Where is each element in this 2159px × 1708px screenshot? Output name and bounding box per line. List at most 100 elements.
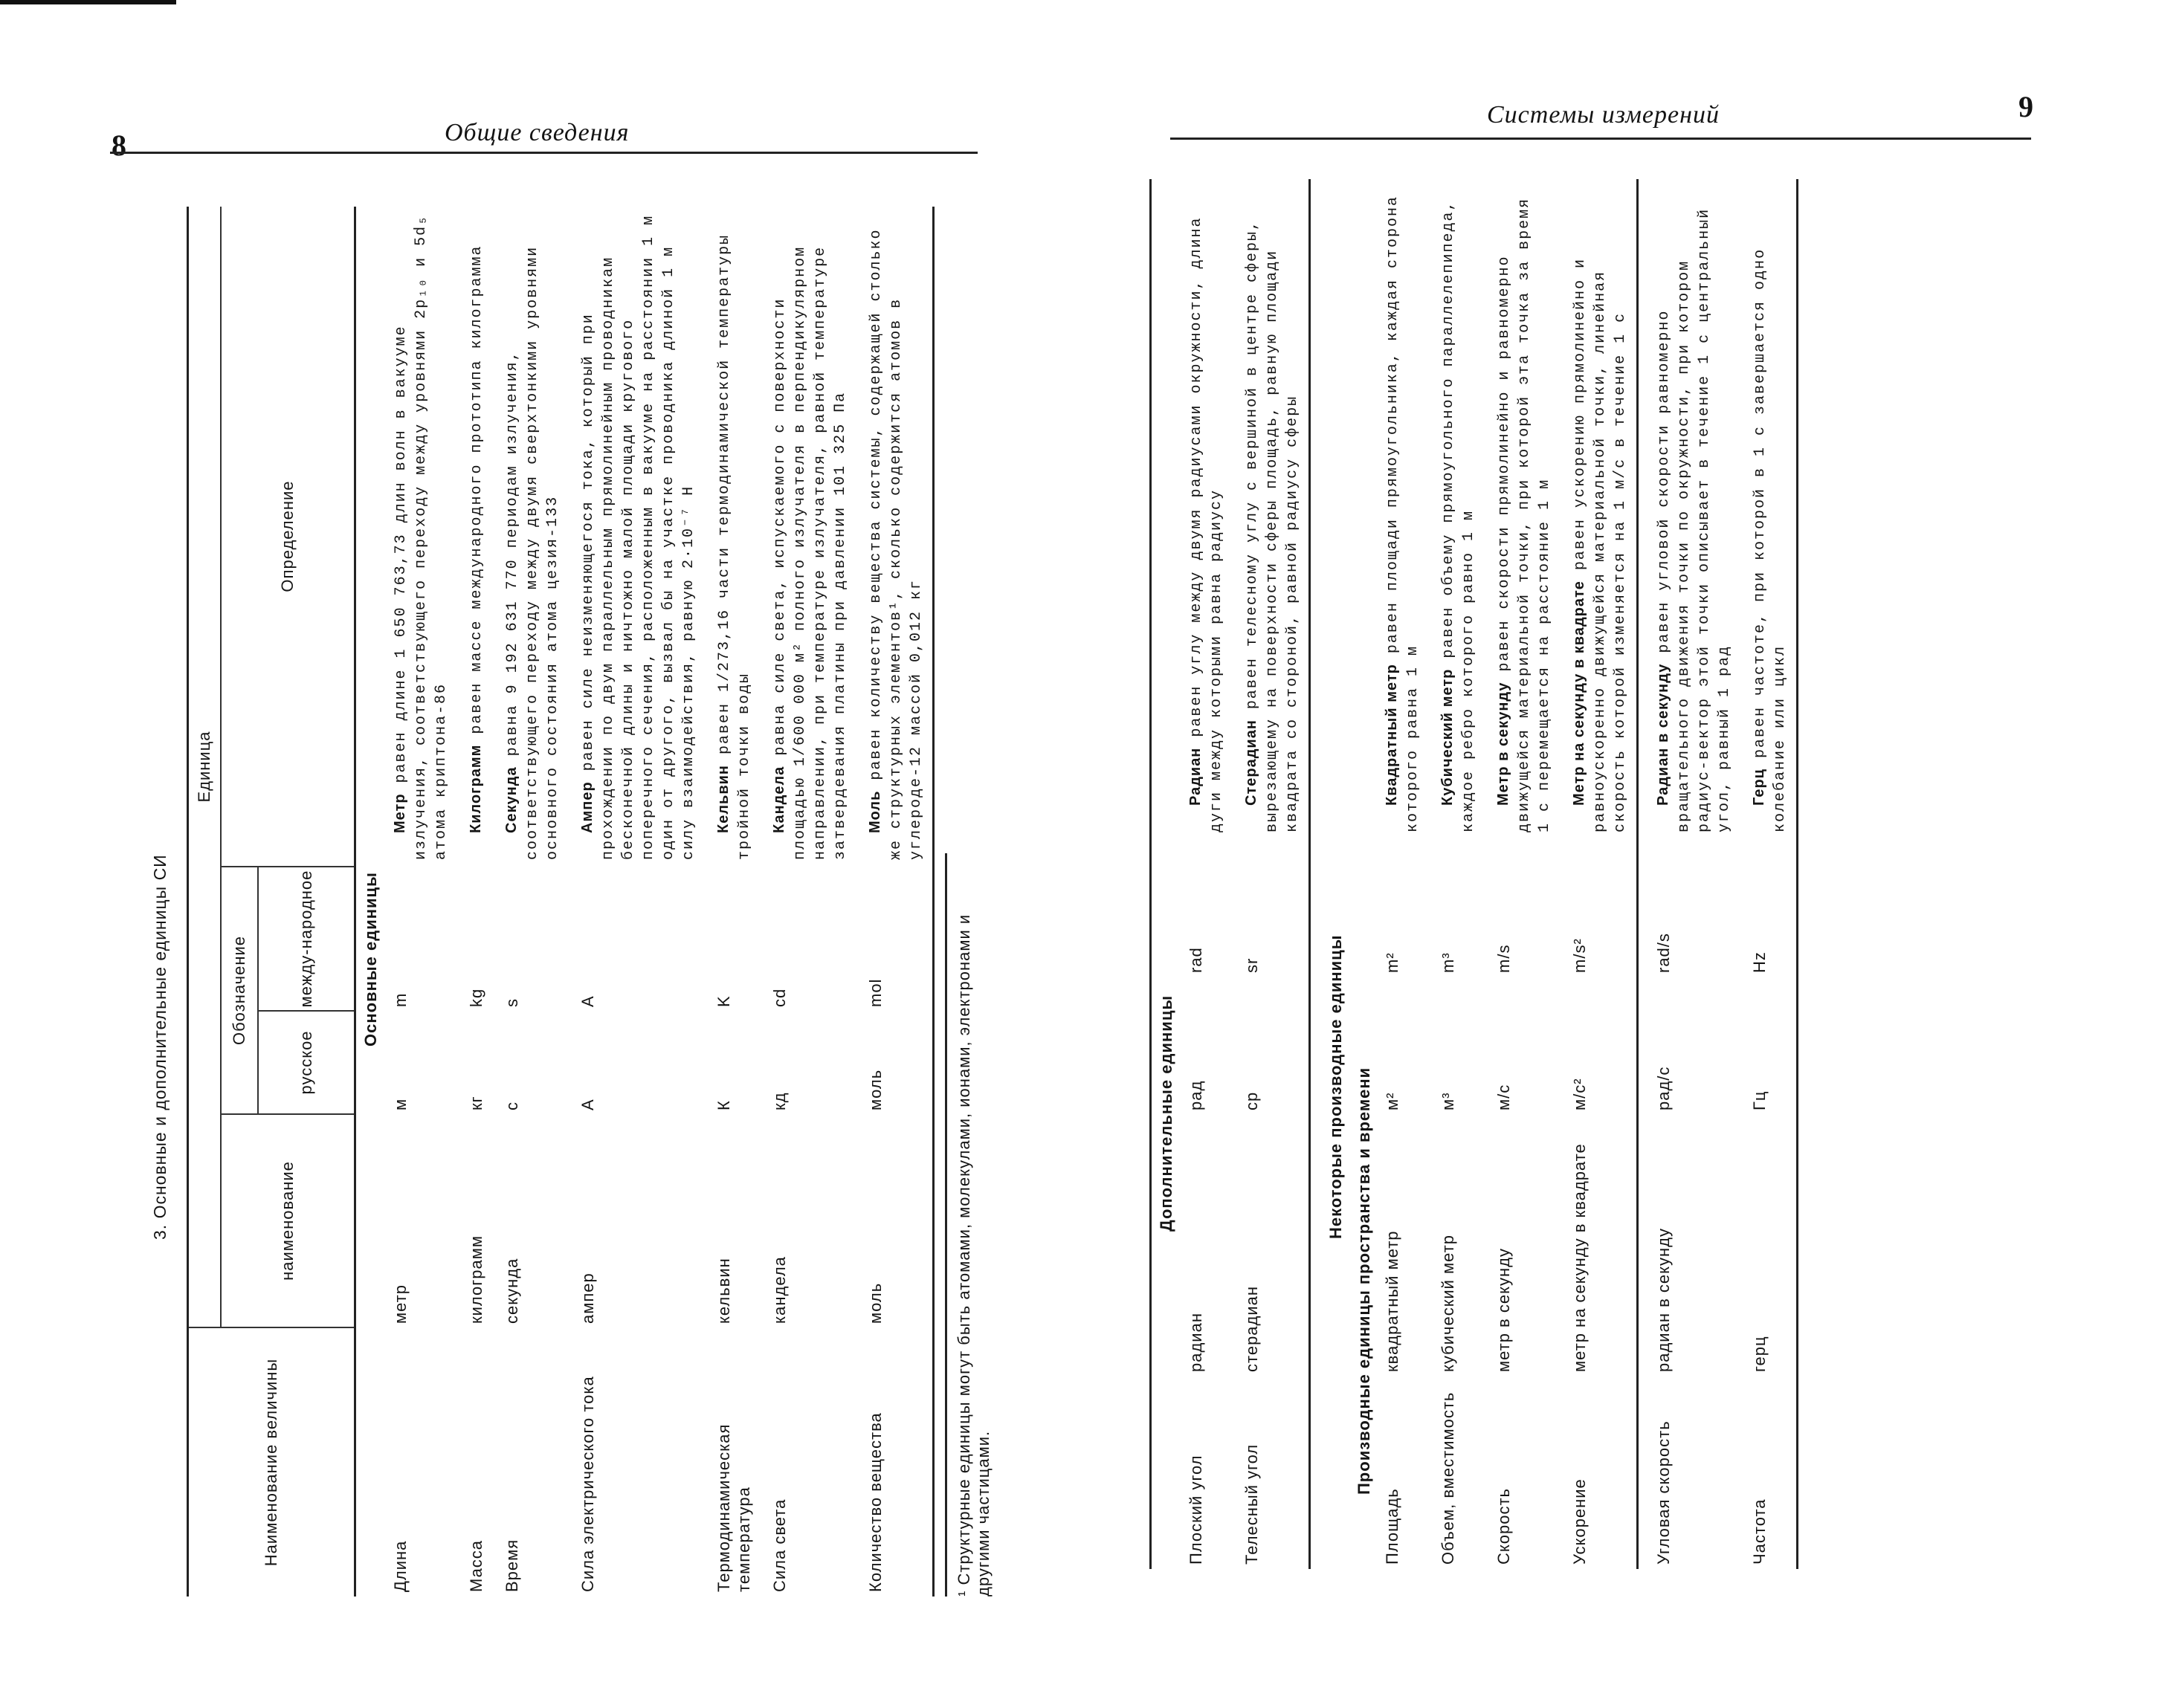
russian-symbol-cell: кд: [770, 1092, 789, 1110]
russian-symbol-cell: м: [391, 1098, 410, 1110]
definition-term: Кубический метр: [1439, 668, 1456, 806]
quantity-cell: Телесный угол: [1242, 1443, 1261, 1565]
header-unit: Единица: [189, 207, 222, 1328]
definition-term: Квадратный метр: [1384, 664, 1400, 806]
international-symbol-cell: kg: [467, 988, 485, 1007]
header-quantity: Наименование величины: [262, 1358, 280, 1567]
international-symbol-cell: rad: [1187, 947, 1205, 973]
page-number-right: 9: [2018, 90, 2033, 123]
russian-symbol-cell: К: [714, 1100, 733, 1110]
definition-term: Стерадиан: [1243, 719, 1259, 806]
table-row: Угловая скорость радиан в секунду рад/с rad…: [1649, 179, 1740, 1569]
definition-cell: Радиан равен углу между двумя радиусами …: [1186, 179, 1227, 840]
table-section: Основные единицы Длина метр м m Метр равен дл…: [356, 207, 935, 1597]
table-row: Объем, вместимость кубический метр м³ m³ Куб…: [1433, 179, 1485, 1569]
table-row: Длина метр м m Метр равен длине 1 650 763,73…: [386, 207, 457, 1597]
table-row: Скорость метр в секунду м/с m/s Метр в секун…: [1489, 179, 1561, 1569]
international-symbol-cell: m: [391, 992, 410, 1007]
definition-cell: Ампер равен силе неизменяющегося тока, к…: [578, 207, 699, 867]
table-section: Дополнительные единицы Плоский угол радиан…: [1152, 179, 1311, 1569]
table-row: Количество вещества моль моль mol Моль равен…: [861, 207, 935, 1597]
quantity-cell: Масса: [467, 1539, 485, 1592]
russian-symbol-cell: ср: [1242, 1091, 1261, 1110]
unit-name-cell: моль: [866, 1282, 885, 1324]
definition-cell: Моль равен количеству вещества системы, …: [865, 207, 926, 867]
header-international: между-народное: [259, 867, 354, 1012]
section-title: Некоторые производные единицы: [1326, 934, 1345, 1239]
table-section: Некоторые производные единицы Производные…: [1321, 179, 1798, 1569]
russian-symbol-cell: с: [503, 1102, 521, 1110]
quantity-cell: Длина: [391, 1540, 410, 1592]
quantity-cell: Скорость: [1494, 1487, 1513, 1565]
international-symbol-cell: m³: [1439, 952, 1457, 973]
section-title: Дополнительные единицы: [1157, 994, 1175, 1232]
table-row: Площадь квадратный метр м² m² Квадратный мет…: [1378, 179, 1429, 1569]
unit-name-cell: герц: [1750, 1336, 1769, 1372]
quantity-cell: Сила света: [770, 1498, 789, 1592]
international-symbol-cell: s: [503, 998, 521, 1007]
international-symbol-cell: rad/s: [1654, 933, 1673, 973]
unit-name-cell: метр в секунду: [1494, 1248, 1513, 1372]
unit-name-cell: кубический метр: [1439, 1235, 1457, 1372]
definition-term: Ампер: [579, 781, 596, 833]
definition-cell: Радиан в секунду равен угловой скорости …: [1653, 179, 1734, 840]
russian-symbol-cell: моль: [866, 1069, 885, 1110]
definition-term: Моль: [867, 790, 883, 833]
international-symbol-cell: cd: [770, 988, 789, 1007]
table-body: Дополнительные единицы Плоский угол радиан…: [1152, 179, 1798, 1569]
quantity-cell: Площадь: [1383, 1488, 1401, 1565]
definition-cell: Кубический метр равен объему прямоугольн…: [1438, 179, 1479, 840]
russian-symbol-cell: кг: [467, 1096, 485, 1110]
international-symbol-cell: m/s: [1494, 944, 1513, 973]
table-row: Масса килограмм кг kg Килограмм равен массе …: [462, 207, 493, 1597]
definition-term: Кельвин: [715, 765, 732, 833]
table-row: Время секунда с s Секунда равна 9 192 631 77…: [497, 207, 569, 1597]
russian-symbol-cell: м³: [1439, 1092, 1457, 1110]
russian-symbol-cell: Гц: [1750, 1090, 1769, 1110]
definition-term: Килограмм: [468, 744, 484, 833]
unit-name-cell: стерадиан: [1242, 1285, 1261, 1372]
table-row: Термодинамическая температура кельвин К K Ке…: [709, 207, 761, 1597]
quantity-cell: Время: [503, 1539, 521, 1592]
table-row: Сила электрического тока ампер А A Ампер рав…: [573, 207, 705, 1597]
definition-cell: Секунда равна 9 192 631 770 периодам изл…: [502, 207, 563, 867]
international-symbol-cell: A: [578, 995, 597, 1007]
definition-term: Герц: [1751, 769, 1767, 806]
definition-term: Метр в секунду: [1495, 682, 1511, 806]
definition-term: Метр на секунду в квадрате: [1571, 580, 1587, 806]
quantity-cell: Плоский угол: [1187, 1455, 1205, 1565]
si-units-table-base: 3. Основные и дополнительные единицы СИ …: [145, 207, 998, 1597]
header-designation: Обозначение: [222, 867, 259, 1115]
table-row: Частота герц Гц Hz Герц равен частоте, при к…: [1745, 179, 1798, 1569]
header-definition: Определение: [222, 207, 354, 867]
table-body: Основные единицы Длина метр м m Метр равен дл…: [356, 207, 935, 1597]
international-symbol-cell: m²: [1383, 952, 1401, 973]
running-head-right: Системы измерений: [1487, 101, 1720, 129]
header-russian: русское: [259, 1012, 354, 1115]
russian-symbol-cell: рад: [1187, 1080, 1205, 1110]
definition-term: Кандела: [771, 766, 787, 833]
section-title: Основные единицы: [361, 872, 380, 1047]
unit-name-cell: ампер: [578, 1272, 597, 1324]
footnote: ¹ Структурные единицы могут быть атомами…: [945, 853, 993, 1597]
header-name: наименование: [222, 1115, 354, 1328]
header-rule-left: [110, 152, 978, 154]
definition-cell: Квадратный метр равен площади прямоуголь…: [1382, 179, 1423, 840]
definition-text: равен углу между двумя радиусами окружно…: [1188, 216, 1225, 832]
table-row: Ускорение метр на секунду в квадрате м/с² m…: [1565, 179, 1639, 1569]
header-rule-right: [1170, 138, 2031, 140]
russian-symbol-cell: м/с: [1494, 1084, 1513, 1110]
russian-symbol-cell: А: [578, 1099, 597, 1110]
definition-term: Метр: [392, 793, 408, 833]
unit-name-cell: радиан в секунду: [1654, 1228, 1673, 1372]
definition-text: равен длине 1 650 763,73 длин волн в вак…: [393, 214, 450, 860]
international-symbol-cell: m/s²: [1570, 938, 1589, 973]
quantity-cell: Объем, вместимость: [1439, 1391, 1457, 1565]
scan-edge-bar: [0, 0, 176, 4]
definition-text: равен частоте, при которой в 1 с заверша…: [1752, 248, 1789, 832]
international-symbol-cell: mol: [866, 978, 885, 1007]
international-symbol-cell: Hz: [1750, 951, 1769, 973]
international-symbol-cell: K: [714, 995, 733, 1007]
quantity-cell: Термодинамическая температура: [714, 1423, 753, 1592]
unit-name-cell: секунда: [503, 1258, 521, 1324]
